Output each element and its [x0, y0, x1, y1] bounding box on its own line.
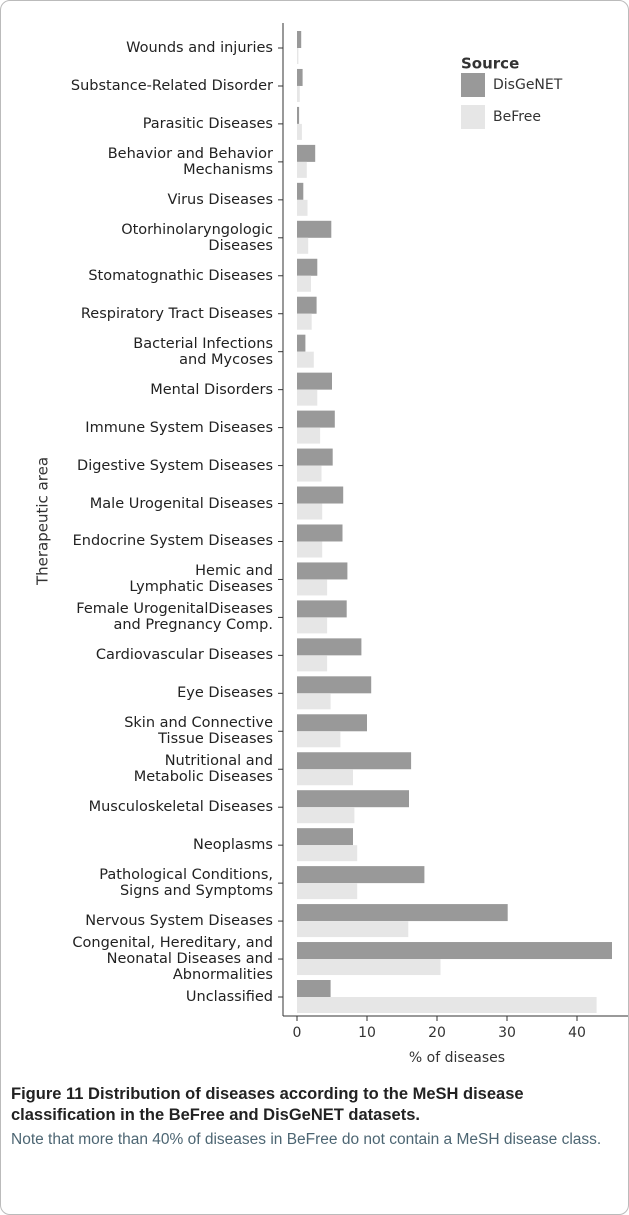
bar: [297, 769, 353, 786]
bar: [297, 313, 312, 330]
bar: [297, 655, 328, 672]
x-tick-label: 30: [498, 1025, 516, 1041]
bar: [297, 161, 307, 178]
bar: [297, 199, 308, 216]
legend-label: DisGeNET: [493, 77, 563, 93]
y-tick-label: Substance-Related Disorder: [70, 77, 273, 94]
bar: [297, 465, 322, 482]
bar: [297, 942, 612, 960]
bar: [297, 714, 367, 732]
bar: [297, 486, 344, 504]
bar: [297, 638, 362, 656]
bar: [297, 220, 332, 238]
chart: % of diseases Therapeutic area Source 0 1…: [34, 23, 628, 1066]
y-tick-label: Mental Disorders: [150, 381, 273, 398]
bar: [297, 541, 323, 558]
bar: [297, 31, 302, 48]
y-tick-label: Pathological Conditions, Signs and Sympt…: [99, 867, 273, 900]
y-tick-label: Stomatognathic Diseases: [88, 267, 273, 284]
bar: [297, 828, 353, 846]
bar: [297, 334, 306, 352]
y-tick-label: Musculoskeletal Diseases: [88, 799, 273, 816]
bar: [297, 237, 309, 254]
bar: [297, 752, 412, 770]
bar: [297, 123, 302, 140]
x-axis-label: % of diseases: [409, 1050, 505, 1066]
bar: [297, 845, 358, 862]
bar: [297, 351, 314, 368]
legend-swatch: [461, 105, 485, 129]
bar: [297, 448, 333, 466]
legend-swatch: [461, 73, 485, 97]
x-tick-label: 20: [428, 1025, 446, 1041]
y-tick-label: Eye Diseases: [177, 685, 273, 702]
bar: [297, 85, 300, 102]
bar: [297, 579, 328, 596]
y-tick-label: Endocrine System Diseases: [72, 533, 273, 550]
bar: [297, 731, 341, 748]
bar: [297, 524, 343, 542]
bar: [297, 807, 355, 824]
bar: [297, 389, 318, 406]
bar: [297, 883, 358, 900]
x-tick-label: 40: [568, 1025, 586, 1041]
y-tick-label: Nervous System Diseases: [85, 913, 273, 930]
legend-label: BeFree: [493, 109, 541, 125]
x-tick-label: 10: [358, 1025, 376, 1041]
bar: [297, 68, 303, 86]
bar: [297, 427, 321, 444]
y-tick-label: Congenital, Hereditary, and Neonatal Dis…: [72, 935, 273, 984]
bar: [297, 959, 441, 976]
bar: [297, 372, 332, 390]
y-tick-label: Female UrogenitalDiseases and Pregnancy …: [76, 601, 273, 634]
y-tick-label: Nutritional and Metabolic Diseases: [133, 753, 273, 786]
y-tick-label: Virus Diseases: [167, 191, 273, 208]
y-tick-label: Digestive System Diseases: [77, 457, 273, 474]
y-tick-label: Wounds and injuries: [126, 40, 273, 56]
y-tick-label: Immune System Diseases: [85, 419, 273, 436]
bar: [297, 866, 425, 884]
y-tick-label: Behavior and Behavior Mechanisms: [107, 145, 273, 178]
caption-text: Note that more than 40% of diseases in B…: [11, 1131, 602, 1148]
bar: [297, 997, 597, 1013]
bar: [297, 617, 328, 634]
bar: [297, 600, 347, 618]
bar: [297, 106, 300, 124]
caption: Figure 11 Distribution of diseases accor…: [11, 1084, 616, 1150]
bar: [297, 503, 323, 520]
bar: [297, 790, 409, 808]
bar: [297, 144, 316, 162]
y-tick-label: Neoplasms: [193, 837, 273, 854]
x-tick-label: 0: [293, 1025, 302, 1041]
bar: [297, 275, 311, 292]
bar: [297, 562, 348, 580]
y-tick-label: Bacterial Infections and Mycoses: [133, 335, 273, 368]
y-tick-label: Hemic and Lymphatic Diseases: [129, 563, 273, 596]
bar: [297, 48, 299, 64]
y-axis-label: Therapeutic area: [34, 457, 52, 586]
y-tick-label: Skin and Connective Tissue Diseases: [124, 715, 273, 748]
y-tick-label: Unclassified: [185, 989, 273, 1005]
bar: [297, 676, 372, 694]
y-tick-label: Parasitic Diseases: [142, 115, 273, 132]
bar: [297, 296, 317, 314]
bar: [297, 904, 508, 922]
legend-title: Source: [461, 55, 519, 73]
y-tick-label: Otorhinolaryngologic Diseases: [121, 221, 273, 254]
bar: [297, 410, 335, 428]
bar: [297, 258, 318, 276]
bar: [297, 182, 304, 200]
caption-title: Figure 11 Distribution of diseases accor…: [11, 1085, 524, 1124]
bar: [297, 693, 331, 710]
y-tick-label: Respiratory Tract Diseases: [80, 305, 273, 322]
y-tick-label: Cardiovascular Diseases: [95, 647, 273, 664]
bar: [297, 980, 331, 997]
bar: [297, 921, 409, 938]
y-tick-label: Male Urogenital Diseases: [89, 495, 273, 512]
